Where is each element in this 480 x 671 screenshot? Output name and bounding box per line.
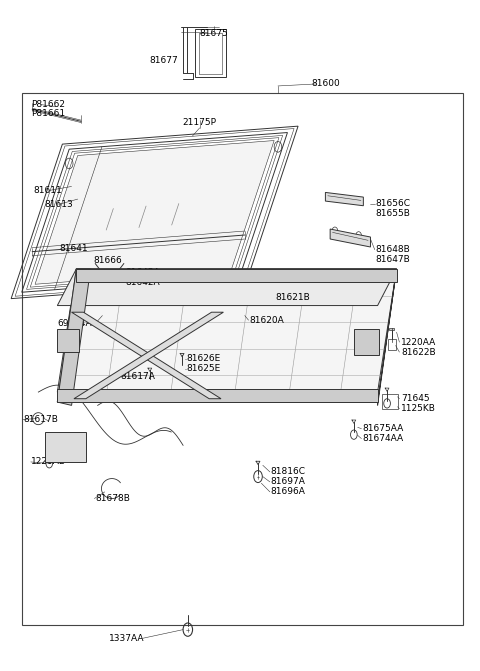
- Text: 81675: 81675: [200, 29, 228, 38]
- Polygon shape: [354, 329, 379, 356]
- Text: 1220AB: 1220AB: [31, 458, 66, 466]
- Text: 81641: 81641: [60, 244, 88, 254]
- Text: 81617B: 81617B: [23, 415, 58, 424]
- Text: P81661: P81661: [31, 109, 65, 118]
- Text: 81656C: 81656C: [375, 199, 410, 208]
- Polygon shape: [72, 312, 221, 399]
- Text: 81621B: 81621B: [276, 293, 311, 302]
- Text: 81611: 81611: [34, 186, 62, 195]
- Text: 1220AA: 1220AA: [401, 338, 437, 347]
- Polygon shape: [35, 140, 274, 285]
- Text: 81696A: 81696A: [271, 487, 306, 497]
- Polygon shape: [389, 327, 394, 330]
- Text: 81674AA: 81674AA: [362, 434, 404, 443]
- Polygon shape: [57, 269, 396, 305]
- Text: 81622B: 81622B: [401, 348, 436, 356]
- Polygon shape: [330, 229, 371, 247]
- Text: 1337AA: 1337AA: [108, 634, 144, 643]
- Text: 21175P: 21175P: [183, 118, 216, 127]
- Text: 1125KB: 1125KB: [401, 404, 436, 413]
- Text: 81613: 81613: [45, 200, 73, 209]
- Polygon shape: [57, 269, 91, 405]
- Text: 81635B: 81635B: [64, 393, 99, 401]
- Text: 69844A: 69844A: [57, 319, 92, 328]
- Text: 81655B: 81655B: [375, 209, 410, 218]
- Polygon shape: [57, 329, 79, 352]
- Text: 81647B: 81647B: [375, 255, 410, 264]
- Text: 81631: 81631: [48, 444, 77, 453]
- Text: 81816C: 81816C: [271, 468, 306, 476]
- Polygon shape: [74, 312, 223, 399]
- Text: 81675AA: 81675AA: [362, 424, 404, 433]
- Text: P81662: P81662: [31, 100, 65, 109]
- Text: 81642A: 81642A: [125, 278, 160, 287]
- Text: 81678B: 81678B: [96, 494, 130, 503]
- Polygon shape: [57, 389, 378, 402]
- Text: 81620A: 81620A: [250, 315, 284, 325]
- Text: 81666: 81666: [93, 256, 121, 265]
- Polygon shape: [325, 193, 363, 206]
- Text: 81626E: 81626E: [187, 354, 221, 363]
- Text: 71645: 71645: [401, 395, 430, 403]
- Text: 81617A: 81617A: [120, 372, 156, 381]
- Text: 81697A: 81697A: [271, 477, 306, 486]
- Text: 81625E: 81625E: [187, 364, 221, 373]
- Polygon shape: [378, 269, 396, 405]
- Polygon shape: [46, 432, 86, 462]
- Polygon shape: [57, 269, 396, 392]
- Text: 81643A: 81643A: [125, 268, 160, 276]
- Text: 81600: 81600: [311, 79, 340, 89]
- Text: 81677: 81677: [150, 56, 179, 65]
- Polygon shape: [76, 269, 396, 282]
- Bar: [22, 93, 463, 625]
- Text: 81648B: 81648B: [375, 245, 410, 254]
